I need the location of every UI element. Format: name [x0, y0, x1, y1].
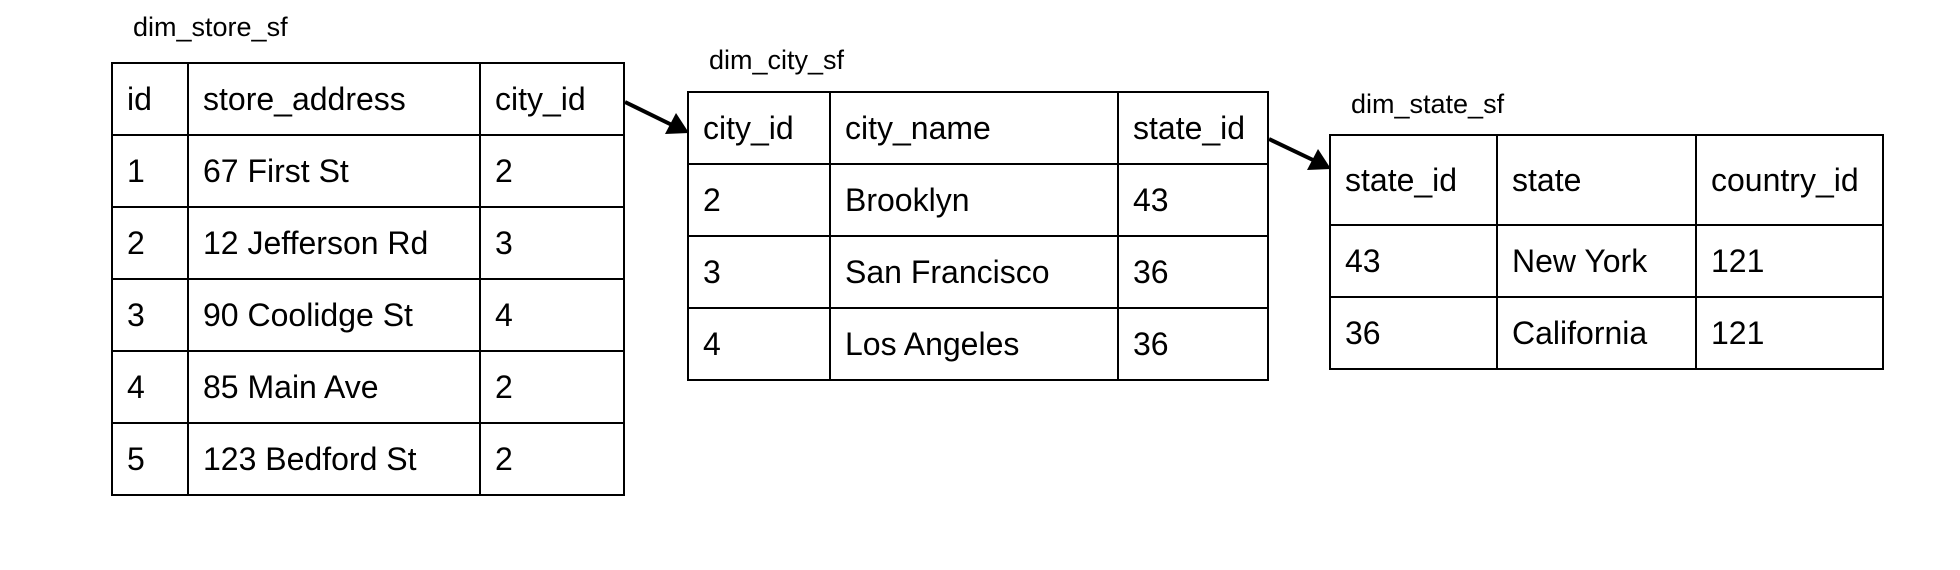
header-cell: state_id	[1117, 91, 1269, 165]
table-cell: 36	[1117, 307, 1269, 381]
table-cell: Los Angeles	[829, 307, 1119, 381]
table-row: 43 New York 121	[1329, 224, 1884, 298]
table-cell: Brooklyn	[829, 163, 1119, 237]
table-cell: 4	[111, 350, 189, 424]
table-cell: 1	[111, 134, 189, 208]
table-cell: 4	[687, 307, 831, 381]
state-table-title: dim_state_sf	[1351, 89, 1505, 119]
store-table: id store_address city_id 1 67 First St 2…	[111, 62, 625, 496]
table-header-row: id store_address city_id	[111, 62, 625, 136]
table-row: 4 85 Main Ave 2	[111, 350, 625, 424]
table-cell: New York	[1496, 224, 1697, 298]
header-cell: state_id	[1329, 134, 1498, 226]
table-cell: 2	[479, 134, 625, 208]
table-row: 2 Brooklyn 43	[687, 163, 1269, 237]
table-cell: 121	[1695, 296, 1884, 370]
header-cell: state	[1496, 134, 1697, 226]
header-cell: city_id	[687, 91, 831, 165]
table-cell: 123 Bedford St	[187, 422, 481, 496]
table-cell: 2	[111, 206, 189, 280]
table-cell: 43	[1329, 224, 1498, 298]
table-cell: 2	[687, 163, 831, 237]
table-cell: 85 Main Ave	[187, 350, 481, 424]
table-cell: 3	[111, 278, 189, 352]
table-cell: 67 First St	[187, 134, 481, 208]
table-header-row: state_id state country_id	[1329, 134, 1884, 226]
table-row: 2 12 Jefferson Rd 3	[111, 206, 625, 280]
city-table: city_id city_name state_id 2 Brooklyn 43…	[687, 91, 1269, 381]
store-to-city-arrow	[624, 100, 689, 134]
table-cell: 2	[479, 350, 625, 424]
table-row: 1 67 First St 2	[111, 134, 625, 208]
table-cell: 4	[479, 278, 625, 352]
table-cell: 5	[111, 422, 189, 496]
table-row: 5 123 Bedford St 2	[111, 422, 625, 496]
table-cell: 121	[1695, 224, 1884, 298]
table-cell: 36	[1117, 235, 1269, 309]
table-cell: 36	[1329, 296, 1498, 370]
header-cell: country_id	[1695, 134, 1884, 226]
table-row: 3 San Francisco 36	[687, 235, 1269, 309]
store-table-title: dim_store_sf	[133, 12, 288, 42]
table-row: 36 California 121	[1329, 296, 1884, 370]
city-table-title: dim_city_sf	[709, 45, 845, 75]
table-row: 3 90 Coolidge St 4	[111, 278, 625, 352]
table-cell: 3	[479, 206, 625, 280]
table-header-row: city_id city_name state_id	[687, 91, 1269, 165]
table-cell: 12 Jefferson Rd	[187, 206, 481, 280]
header-cell: id	[111, 62, 189, 136]
table-cell: 2	[479, 422, 625, 496]
table-cell: 3	[687, 235, 831, 309]
table-cell: San Francisco	[829, 235, 1119, 309]
header-cell: city_name	[829, 91, 1119, 165]
table-cell: California	[1496, 296, 1697, 370]
header-cell: store_address	[187, 62, 481, 136]
state-table: state_id state country_id 43 New York 12…	[1329, 134, 1884, 370]
city-to-state-arrow	[1268, 137, 1331, 170]
table-row: 4 Los Angeles 36	[687, 307, 1269, 381]
header-cell: city_id	[479, 62, 625, 136]
table-cell: 43	[1117, 163, 1269, 237]
table-cell: 90 Coolidge St	[187, 278, 481, 352]
